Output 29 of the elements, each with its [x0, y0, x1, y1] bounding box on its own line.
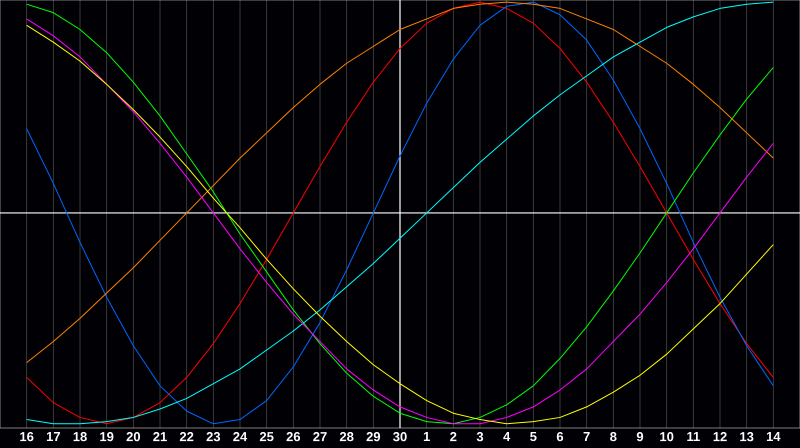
x-tick-label: 2	[450, 432, 456, 442]
x-tick-label: 1	[424, 432, 430, 441]
x-tick-label: 30	[393, 432, 407, 442]
x-tick-label: 4	[503, 432, 510, 441]
x-tick-label: 24	[233, 432, 248, 442]
x-tick-label: 3	[476, 432, 484, 442]
x-tick-label: 27	[313, 432, 327, 442]
x-tick-label: 17	[46, 432, 60, 441]
x-tick-label: 29	[366, 432, 380, 442]
x-tick-label: 7	[584, 432, 590, 441]
x-tick-label: 19	[100, 432, 114, 442]
x-tick-label: 10	[660, 432, 674, 442]
x-tick-label: 23	[206, 432, 220, 442]
x-tick-label: 13	[740, 432, 754, 442]
x-tick-label: 25	[260, 432, 274, 442]
x-tick-label: 14	[766, 432, 780, 441]
x-tick-label: 5	[530, 432, 537, 442]
x-tick-label: 18	[74, 432, 87, 442]
x-tick-label: 21	[153, 432, 167, 442]
x-tick-label: 22	[180, 432, 194, 442]
x-tick-label: 6	[556, 432, 564, 442]
x-tick-label: 20	[126, 432, 140, 442]
x-tick-label: 8	[610, 432, 617, 442]
x-tick-label: 28	[340, 432, 354, 442]
x-tick-label: 26	[286, 432, 300, 442]
x-tick-label: 12	[714, 432, 727, 442]
x-tick-label: 16	[20, 432, 34, 442]
x-tick-label: 11	[687, 432, 700, 441]
x-tick-label: 9	[636, 432, 644, 442]
